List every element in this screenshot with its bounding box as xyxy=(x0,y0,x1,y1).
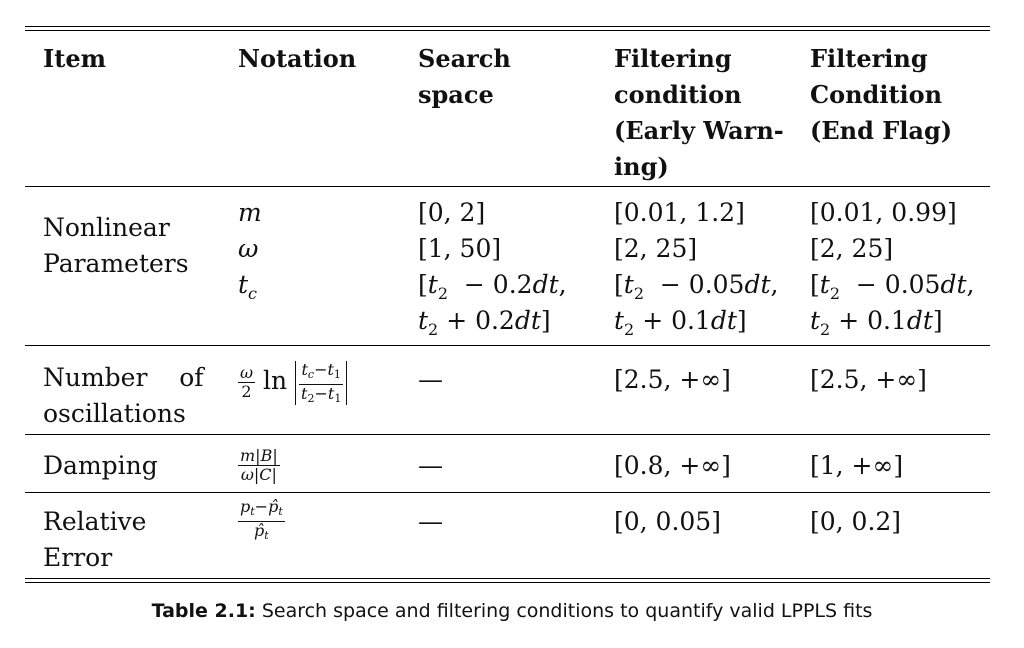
notation-c-sub: c xyxy=(248,284,258,303)
nonlinear-item-line1: Nonlinear xyxy=(43,213,170,242)
early-tc-line1: [t2 − 0.05dt, xyxy=(614,270,779,303)
end-tc-line2: t2 + 0.1dt] xyxy=(810,306,943,339)
end-tc-lo: − 0.05 xyxy=(855,270,941,299)
table-top-rule-2 xyxy=(25,30,990,31)
notation-m: m xyxy=(238,198,262,227)
relerr-end: [0, 0.2] xyxy=(810,507,902,536)
relerr-early: [0, 0.05] xyxy=(614,507,721,536)
early-tc-line2: t2 + 0.1dt] xyxy=(614,306,747,339)
search-m: [0, 2] xyxy=(418,198,486,227)
header-rule xyxy=(25,186,990,187)
oscillations-search: — xyxy=(418,365,443,394)
table-caption: Table 2.1: Search space and filtering co… xyxy=(0,600,1024,622)
header-search-line1: Search xyxy=(418,44,511,73)
damping-search: — xyxy=(418,451,443,480)
header-search-line2: space xyxy=(418,80,494,109)
relerr-item-line1: Relative xyxy=(43,507,147,536)
notation-tc: tc xyxy=(238,267,257,312)
header-early-line1: Filtering xyxy=(614,44,732,73)
table-top-rule xyxy=(25,26,990,27)
nonlinear-item-line2: Parameters xyxy=(43,249,189,278)
header-notation: Notation xyxy=(238,44,357,73)
end-omega: [2, 25] xyxy=(810,234,894,263)
oscillations-end: [2.5, +∞] xyxy=(810,365,927,394)
relerr-item-line2: Error xyxy=(43,543,113,572)
header-end-line3: (End Flag) xyxy=(810,116,953,145)
damping-early: [0.8, +∞] xyxy=(614,451,731,480)
notation-omega: ω xyxy=(238,234,259,263)
end-m: [0.01, 0.99] xyxy=(810,198,957,227)
row-rule-2 xyxy=(25,434,990,435)
table-bottom-rule xyxy=(25,578,990,579)
table-bottom-rule-2 xyxy=(25,582,990,583)
damping-end: [1, +∞] xyxy=(810,451,904,480)
early-m: [0.01, 1.2] xyxy=(614,198,745,227)
notation-damping: m|B| ω|C| xyxy=(238,446,280,484)
early-omega: [2, 25] xyxy=(614,234,698,263)
header-early-line3: (Early Warn- xyxy=(614,116,784,145)
early-tc-hi: + 0.1 xyxy=(642,306,711,335)
relerr-search: — xyxy=(418,507,443,536)
notation-relerr: pt−p̂t p̂t xyxy=(238,497,285,542)
search-tc-line2: t2 + 0.2dt] xyxy=(418,306,551,339)
end-tc-line1: [t2 − 0.05dt, xyxy=(810,270,975,303)
oscillations-item-line2: oscillations xyxy=(43,399,186,428)
header-early-line2: condition xyxy=(614,80,742,109)
row-rule-1 xyxy=(25,345,990,346)
search-tc-hi: + 0.2 xyxy=(446,306,515,335)
caption-label: Table 2.1: xyxy=(151,600,256,622)
oscillations-item-line1: Number of xyxy=(43,363,204,392)
header-end-line2: Condition xyxy=(810,80,943,109)
search-tc-lo: − 0.2 xyxy=(463,270,533,299)
search-omega: [1, 50] xyxy=(418,234,502,263)
row-rule-3 xyxy=(25,492,990,493)
header-early-line4: ing) xyxy=(614,152,669,181)
header-item: Item xyxy=(43,44,106,73)
early-tc-lo: − 0.05 xyxy=(659,270,745,299)
damping-item: Damping xyxy=(43,451,158,480)
search-tc-line1: [t2 − 0.2dt, xyxy=(418,270,567,303)
notation-t: t xyxy=(238,270,249,299)
end-tc-hi: + 0.1 xyxy=(838,306,907,335)
caption-text: Search space and filtering conditions to… xyxy=(255,600,873,622)
oscillations-early: [2.5, +∞] xyxy=(614,365,731,394)
header-end-line1: Filtering xyxy=(810,44,928,73)
